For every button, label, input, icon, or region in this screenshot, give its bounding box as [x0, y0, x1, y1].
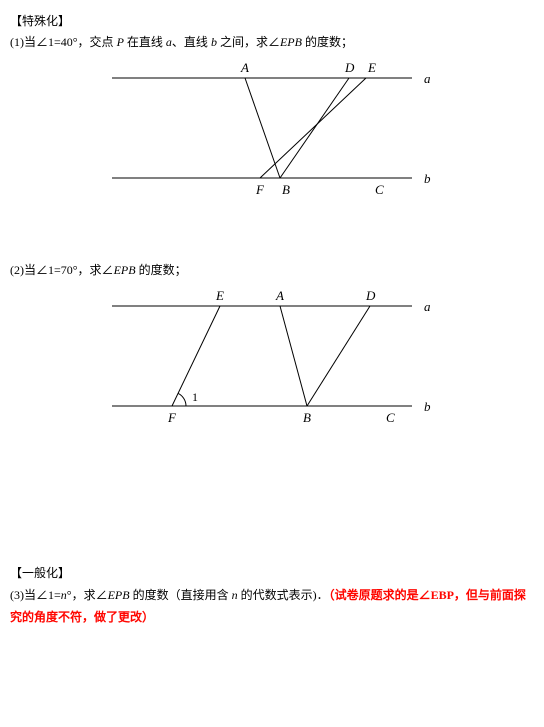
q1-p: P	[117, 35, 124, 49]
q1-epb: EPB	[280, 35, 302, 49]
diagram-1-wrap: A DE F B Ca b	[10, 56, 534, 201]
svg-text:D: D	[344, 60, 355, 75]
svg-text:b: b	[424, 171, 431, 186]
svg-text:D: D	[365, 288, 376, 303]
diagram-2: 1 E A D F B Ca b	[102, 284, 442, 434]
q2-prefix: (2)当∠1=70°，求∠	[10, 263, 114, 277]
diagram-1: A DE F B Ca b	[102, 56, 442, 201]
q3-after: 的代数式表示)．	[238, 588, 329, 602]
svg-text:A: A	[240, 60, 249, 75]
q1-prefix: (1)当∠1=40°，交点	[10, 35, 117, 49]
heading-text: 【特殊化】	[10, 14, 70, 28]
svg-text:1: 1	[192, 390, 198, 404]
section-general-block: 【一般化】 (3)当∠1=n°，求∠EPB 的度数（直接用含 n 的代数式表示)…	[10, 564, 534, 628]
question-1-text: (1)当∠1=40°，交点 P 在直线 a、直线 b 之间，求∠EPB 的度数；	[10, 33, 534, 50]
q2-suffix: 的度数；	[136, 263, 187, 277]
q2-epb: EPB	[114, 263, 136, 277]
q1-sep: 、直线	[172, 35, 211, 49]
question-2-text: (2)当∠1=70°，求∠EPB 的度数；	[10, 261, 534, 278]
svg-text:E: E	[367, 60, 376, 75]
heading2-text: 【一般化】	[10, 566, 70, 580]
svg-text:F: F	[167, 410, 177, 425]
q1-mid: 在直线	[124, 35, 166, 49]
q3-epb: EPB	[108, 588, 130, 602]
diagram-2-wrap: 1 E A D F B Ca b	[10, 284, 534, 434]
q3-deg: °，求∠	[67, 588, 108, 602]
section-general-heading: 【一般化】	[10, 564, 534, 581]
q1-after: 之间，求∠	[217, 35, 280, 49]
q3-mid: 的度数（直接用含	[130, 588, 232, 602]
svg-text:a: a	[424, 71, 431, 86]
svg-text:E: E	[215, 288, 224, 303]
svg-text:F: F	[255, 182, 265, 197]
svg-text:C: C	[386, 410, 395, 425]
svg-text:B: B	[282, 182, 290, 197]
svg-text:C: C	[375, 182, 384, 197]
svg-text:b: b	[424, 399, 431, 414]
svg-text:B: B	[303, 410, 311, 425]
svg-text:a: a	[424, 299, 431, 314]
question-3-text: (3)当∠1=n°，求∠EPB 的度数（直接用含 n 的代数式表示)．（试卷原题…	[10, 585, 534, 628]
svg-text:A: A	[275, 288, 284, 303]
q3-prefix: (3)当∠1=	[10, 588, 61, 602]
q1-suffix: 的度数；	[302, 35, 353, 49]
section-special-heading: 【特殊化】	[10, 12, 534, 29]
